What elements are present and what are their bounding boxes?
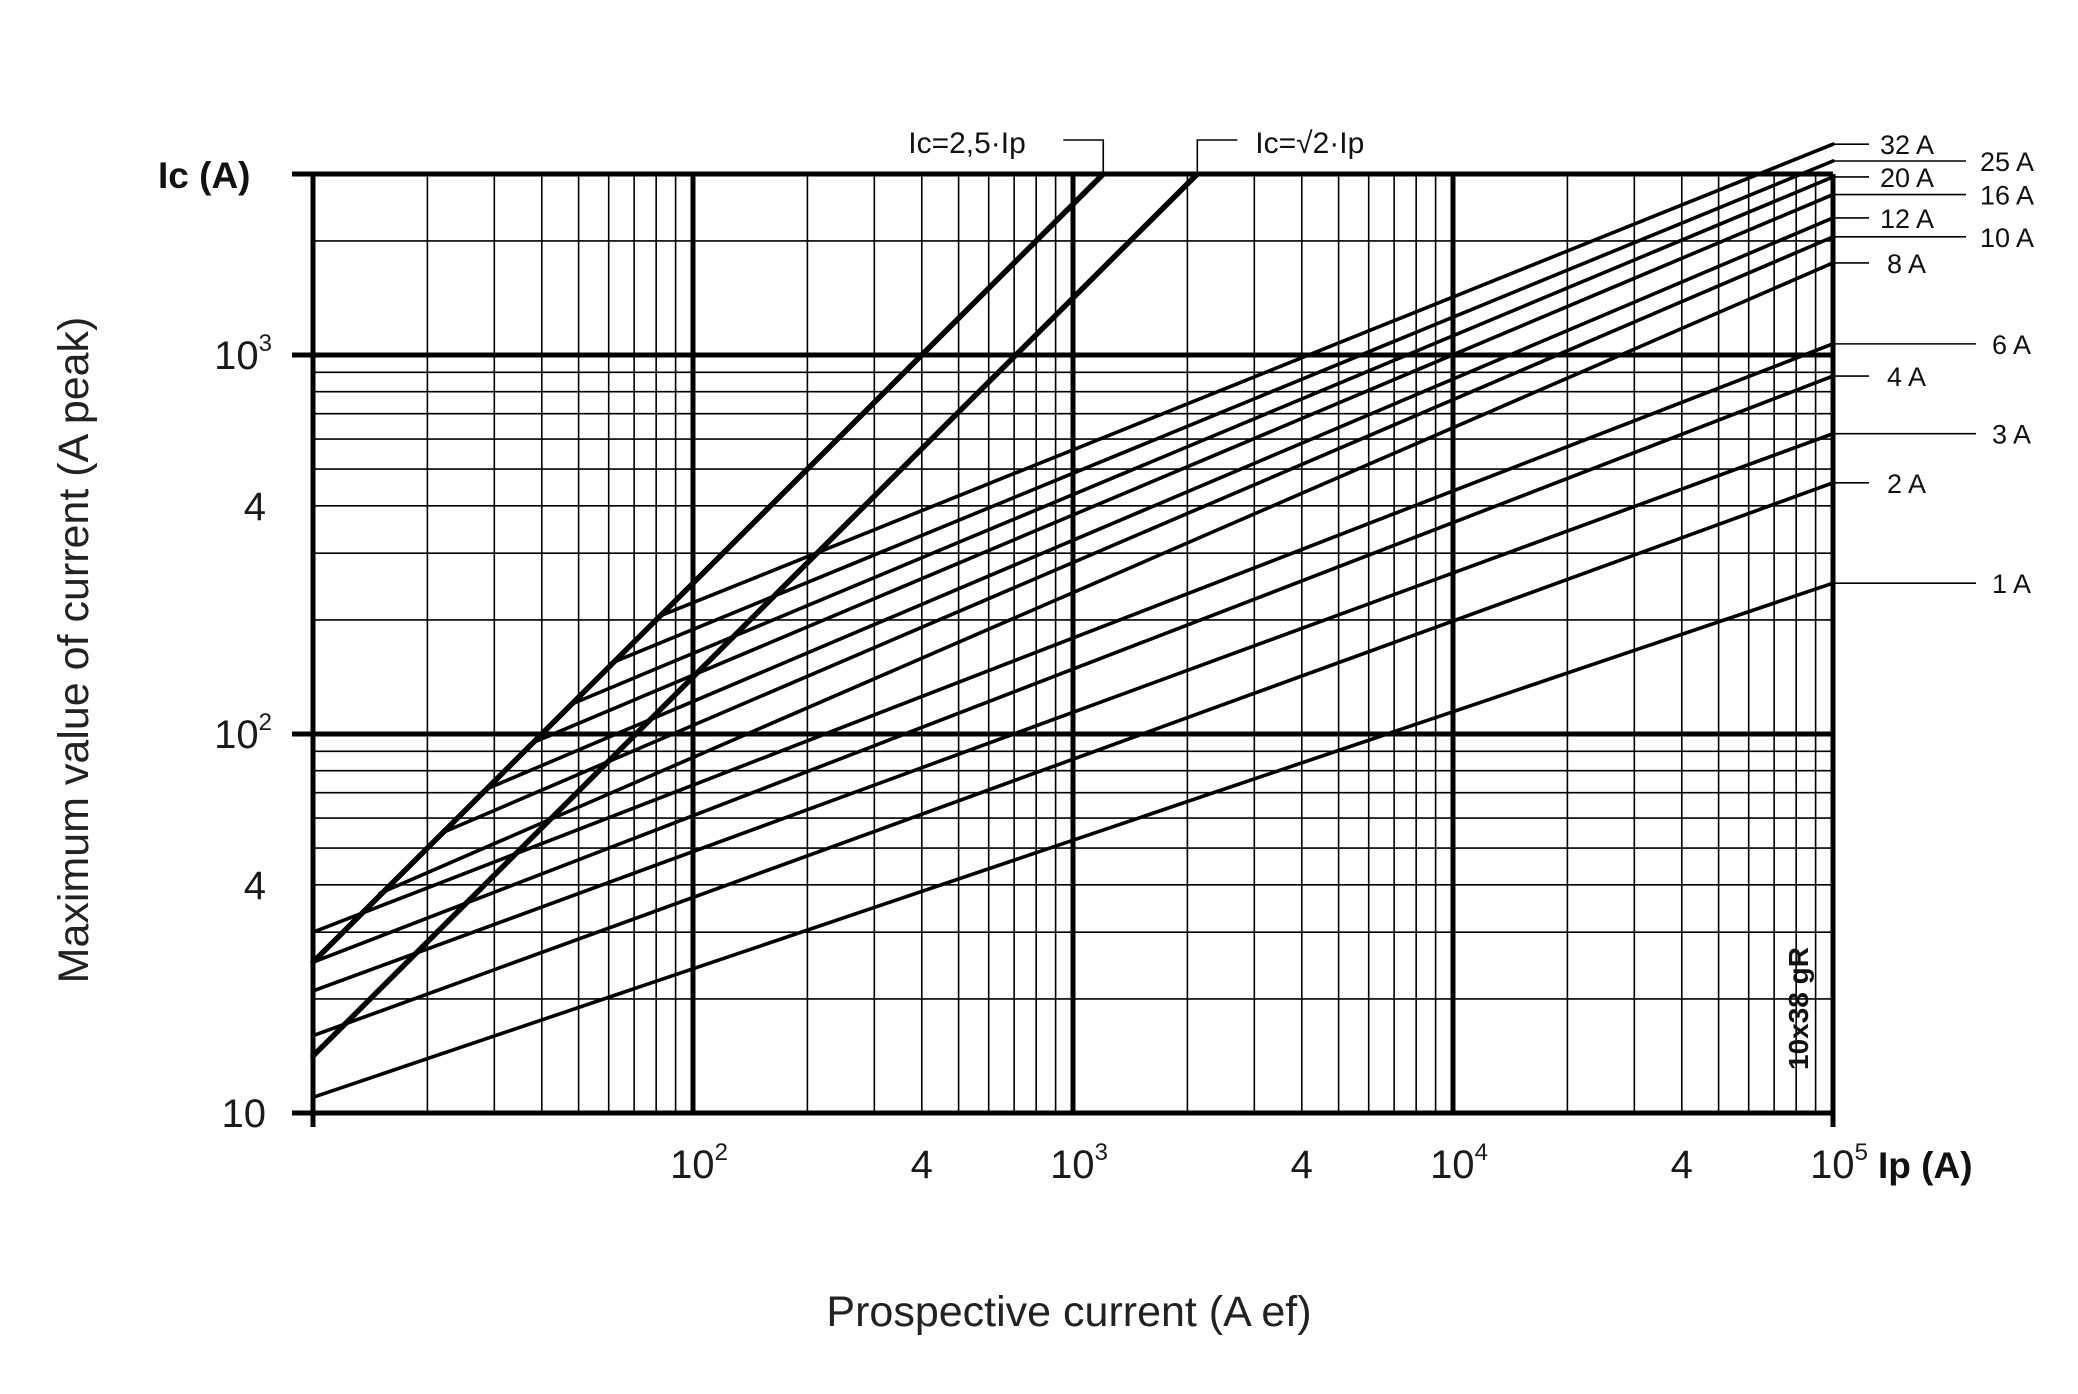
x-tick-label: 104 bbox=[1430, 1139, 1488, 1187]
y-tick-label: 10 bbox=[222, 1092, 267, 1136]
series-label: 20 A bbox=[1880, 163, 1934, 193]
x-tick-label: 4 bbox=[1671, 1143, 1693, 1187]
curve-4a bbox=[311, 374, 1835, 964]
series-label: 16 A bbox=[1980, 181, 2034, 211]
series-label: 10 A bbox=[1980, 223, 2034, 253]
curve-10a bbox=[441, 235, 1835, 835]
series-label: 12 A bbox=[1880, 204, 1934, 234]
reference-lines: Ic=2,5·Ip Ic=√2·Ip bbox=[310, 127, 1364, 1059]
reference-label: Ic=√2·Ip bbox=[1255, 127, 1364, 160]
fuse-curves bbox=[311, 142, 1835, 1100]
curve-8a bbox=[378, 261, 1835, 896]
fuse-model-label: 10x38 gR bbox=[1783, 947, 1814, 1070]
x-tick-label: 4 bbox=[1291, 1143, 1313, 1187]
y-tick-label: 102 bbox=[214, 709, 272, 757]
x-axis-title: Prospective current (A ef) bbox=[826, 1288, 1311, 1336]
labels: 32 A 25 A 20 A 16 A 12 A 10 A 8 A 6 A 4 A 3 A 2 A 1… bbox=[214, 130, 2034, 1187]
curve-32a bbox=[658, 142, 1835, 618]
grid bbox=[292, 171, 1836, 1127]
curve-12a bbox=[486, 216, 1835, 790]
series-label: 4 A bbox=[1887, 362, 1926, 392]
reference-leader bbox=[1063, 139, 1105, 174]
curve-16a bbox=[531, 192, 1835, 745]
reference-label: Ic=2,5·Ip bbox=[908, 127, 1026, 160]
curve-25a bbox=[612, 159, 1835, 664]
curve-6a bbox=[311, 342, 1835, 934]
x-axis-unit: Ip (A) bbox=[1878, 1145, 1973, 1186]
series-label: 2 A bbox=[1887, 469, 1926, 499]
curve-2a bbox=[311, 481, 1835, 1038]
series-label: 1 A bbox=[1992, 569, 2031, 599]
reference-line bbox=[310, 171, 1107, 965]
series-label: 3 A bbox=[1992, 420, 2031, 450]
series-label: 6 A bbox=[1992, 330, 2031, 360]
curve-3a bbox=[311, 431, 1835, 993]
x-tick-label: 4 bbox=[911, 1143, 933, 1187]
series-label: 8 A bbox=[1887, 249, 1926, 279]
y-tick-label: 4 bbox=[244, 864, 266, 908]
series-label: 25 A bbox=[1980, 147, 2034, 177]
curve-20a bbox=[570, 175, 1835, 706]
series-label: 32 A bbox=[1880, 130, 1934, 160]
curve-1a bbox=[311, 581, 1835, 1100]
y-tick-label: 103 bbox=[214, 330, 272, 378]
reference-leader bbox=[1196, 139, 1238, 174]
x-tick-label: 105 bbox=[1810, 1139, 1868, 1187]
x-tick-label: 102 bbox=[670, 1139, 728, 1187]
y-axis-unit: Ic (A) bbox=[158, 155, 251, 196]
y-tick-label: 4 bbox=[244, 485, 266, 529]
y-axis-title: Maximum value of current (A peak) bbox=[50, 317, 98, 984]
x-tick-label: 103 bbox=[1050, 1139, 1108, 1187]
reference-line bbox=[310, 171, 1201, 1059]
